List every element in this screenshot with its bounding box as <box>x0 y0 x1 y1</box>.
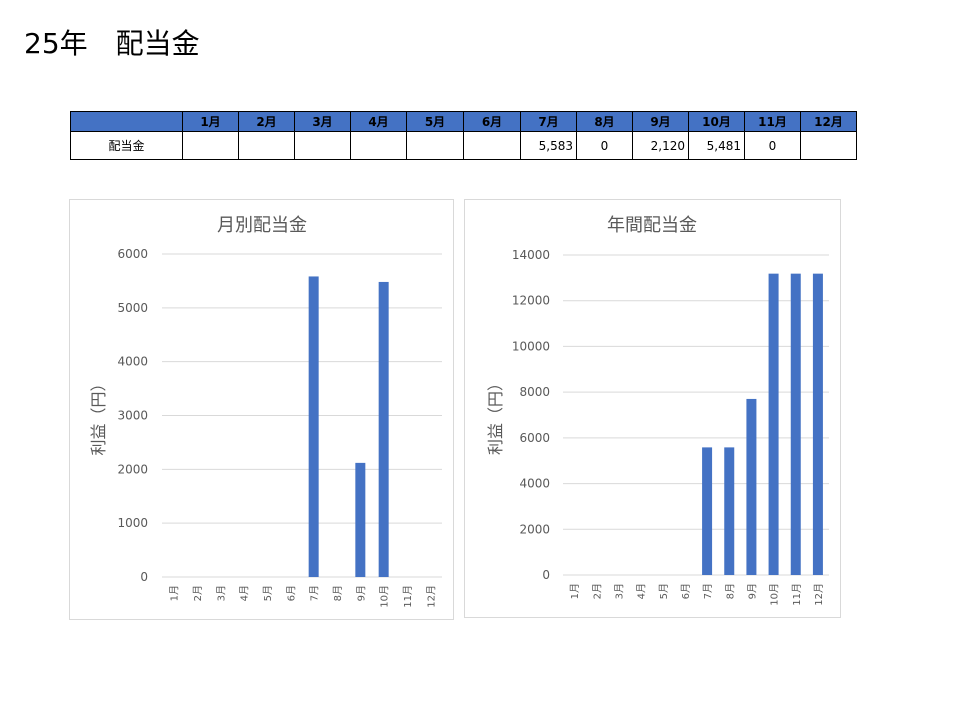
y-tick-label: 6000 <box>519 431 550 445</box>
x-category-label: 2月 <box>591 583 603 599</box>
x-category-label: 10月 <box>769 583 781 606</box>
y-axis-title: 利益（円） <box>89 375 108 455</box>
table-row: 配当金 5,583 0 2,120 5,481 0 <box>70 131 857 160</box>
bar <box>308 276 319 577</box>
value-cell <box>406 131 464 160</box>
bar <box>768 273 779 575</box>
x-category-label: 9月 <box>746 583 758 599</box>
bar <box>702 447 713 575</box>
header-cell: 2月 <box>238 111 295 132</box>
chart-title: 年間配当金 <box>607 215 697 236</box>
x-category-label: 5月 <box>262 585 274 601</box>
x-category-label: 1月 <box>569 583 581 599</box>
x-category-label: 12月 <box>425 585 437 608</box>
header-cell: 1月 <box>182 111 239 132</box>
bar <box>790 273 801 575</box>
y-tick-label: 5000 <box>117 301 148 315</box>
dividend-table: 1月 2月 3月 4月 5月 6月 7月 8月 9月 10月 11月 12月 配… <box>70 111 857 160</box>
bar <box>355 462 366 577</box>
y-tick-label: 12000 <box>512 294 550 308</box>
y-tick-label: 10000 <box>512 339 550 353</box>
x-category-label: 3月 <box>613 583 625 599</box>
header-corner-cell <box>70 111 183 132</box>
y-tick-label: 6000 <box>117 247 148 261</box>
y-tick-label: 3000 <box>117 409 148 423</box>
y-tick-label: 14000 <box>512 248 550 262</box>
header-cell: 8月 <box>576 111 633 132</box>
header-cell: 7月 <box>520 111 577 132</box>
x-category-label: 1月 <box>169 585 181 601</box>
header-cell: 6月 <box>463 111 521 132</box>
x-category-label: 7月 <box>702 583 714 599</box>
value-cell <box>294 131 351 160</box>
value-cell <box>238 131 295 160</box>
row-label-cell: 配当金 <box>70 131 183 160</box>
bar <box>746 398 757 575</box>
x-category-label: 4月 <box>239 585 251 601</box>
value-cell: 0 <box>576 131 633 160</box>
x-category-label: 2月 <box>192 585 204 601</box>
x-category-label: 5月 <box>658 583 670 599</box>
value-cell: 5,583 <box>520 131 577 160</box>
value-cell: 0 <box>744 131 801 160</box>
x-category-label: 6月 <box>680 583 692 599</box>
y-tick-label: 2000 <box>117 462 148 476</box>
x-category-label: 4月 <box>636 583 648 599</box>
bar <box>812 273 823 575</box>
annual-dividend-chart: 年間配当金 0 2000 4000 6000 8000 10000 12000 14000 利益（… <box>464 199 841 618</box>
header-cell: 5月 <box>406 111 464 132</box>
bar <box>724 447 735 575</box>
header-cell: 4月 <box>350 111 407 132</box>
value-cell <box>350 131 407 160</box>
x-category-label: 11月 <box>402 585 414 608</box>
y-tick-label: 8000 <box>519 385 550 399</box>
header-cell: 3月 <box>294 111 351 132</box>
header-cell: 10月 <box>688 111 745 132</box>
monthly-dividend-chart-svg: 月別配当金 0 1000 2000 3000 4000 5000 6000 利益（円） 1月 2月 3… <box>89 215 442 608</box>
x-category-label: 9月 <box>355 585 367 601</box>
x-category-label: 6月 <box>285 585 297 601</box>
chart-title: 月別配当金 <box>217 215 307 236</box>
value-cell <box>182 131 239 160</box>
table-header-row: 1月 2月 3月 4月 5月 6月 7月 8月 9月 10月 11月 12月 <box>70 111 857 132</box>
y-axis-title: 利益（円） <box>486 375 505 455</box>
x-category-label: 3月 <box>215 585 227 601</box>
x-category-label: 8月 <box>724 583 736 599</box>
y-tick-label: 2000 <box>519 522 550 536</box>
x-category-label: 12月 <box>813 583 825 606</box>
monthly-dividend-chart: 月別配当金 0 1000 2000 3000 4000 5000 6000 利益（円） 1月 2月 3… <box>69 199 454 620</box>
x-category-label: 10月 <box>379 585 391 608</box>
bar <box>378 281 389 577</box>
x-category-label: 11月 <box>791 583 803 606</box>
y-tick-label: 4000 <box>117 355 148 369</box>
y-tick-label: 0 <box>542 568 550 582</box>
value-cell <box>463 131 521 160</box>
header-cell: 12月 <box>800 111 857 132</box>
y-tick-label: 0 <box>140 570 148 584</box>
y-tick-label: 4000 <box>519 477 550 491</box>
value-cell: 2,120 <box>632 131 689 160</box>
value-cell <box>800 131 857 160</box>
header-cell: 11月 <box>744 111 801 132</box>
page-title: 25年 配当金 <box>24 27 200 60</box>
header-cell: 9月 <box>632 111 689 132</box>
y-tick-label: 1000 <box>117 516 148 530</box>
value-cell: 5,481 <box>688 131 745 160</box>
annual-dividend-chart-svg: 年間配当金 0 2000 4000 6000 8000 10000 12000 14000 利益（… <box>486 215 829 606</box>
x-category-label: 7月 <box>309 585 321 601</box>
x-category-label: 8月 <box>332 585 344 601</box>
